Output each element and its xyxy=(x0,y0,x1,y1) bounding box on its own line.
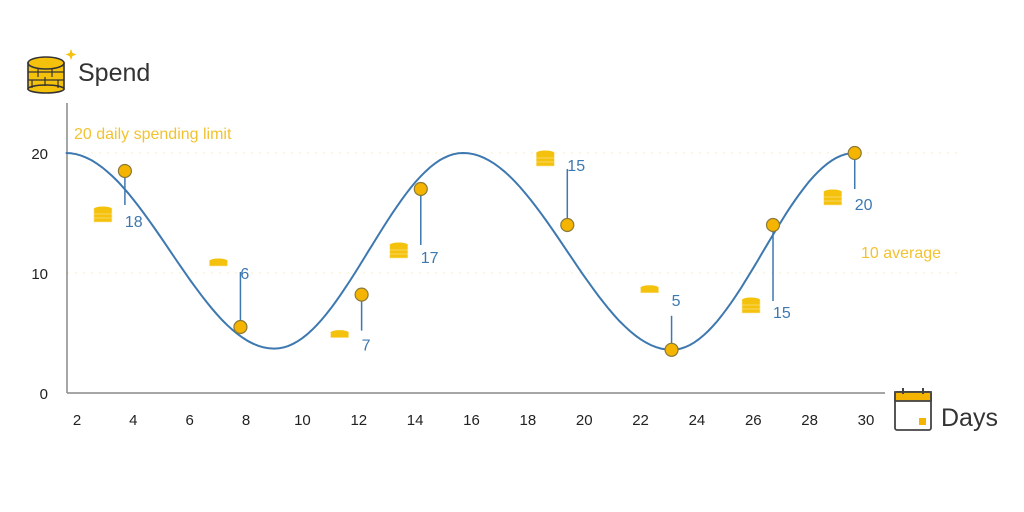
calendar-icon xyxy=(894,388,932,431)
data-label: 7 xyxy=(362,338,371,355)
x-tick-label: 30 xyxy=(858,412,875,429)
coin-icon xyxy=(389,242,409,259)
data-label: 15 xyxy=(773,305,791,322)
data-label: 18 xyxy=(125,214,143,231)
data-label: 17 xyxy=(421,250,439,267)
data-label: 20 xyxy=(855,197,873,214)
coin-icon xyxy=(330,330,349,338)
coin-icon xyxy=(209,258,228,267)
data-label: 15 xyxy=(567,158,585,175)
x-tick-label: 6 xyxy=(186,412,194,429)
coin-icon xyxy=(640,285,659,294)
x-tick-label: 20 xyxy=(576,412,593,429)
data-point[interactable] xyxy=(413,181,428,197)
coin-icon xyxy=(93,206,113,223)
x-tick-label: 26 xyxy=(745,412,762,429)
spend-curve xyxy=(65,151,855,351)
coin-icon xyxy=(741,297,761,314)
y-tick-label: 10 xyxy=(31,266,48,283)
data-point[interactable] xyxy=(117,163,133,179)
x-tick-label: 14 xyxy=(407,412,424,429)
data-point[interactable] xyxy=(560,217,575,233)
data-label: 5 xyxy=(672,293,681,310)
y-tick-label: 20 xyxy=(31,146,48,163)
data-point[interactable] xyxy=(664,342,679,357)
x-tick-label: 12 xyxy=(350,412,367,429)
data-point[interactable] xyxy=(847,145,862,161)
x-tick-label: 8 xyxy=(242,412,250,429)
x-tick-label: 10 xyxy=(294,412,311,429)
data-label: 6 xyxy=(240,266,249,283)
data-point[interactable] xyxy=(233,319,248,335)
x-tick-label: 2 xyxy=(73,412,81,429)
y-axis-label: Spend xyxy=(78,59,150,87)
x-tick-label: 22 xyxy=(632,412,649,429)
y-tick-label: 0 xyxy=(40,386,48,403)
coin-icon xyxy=(823,189,843,206)
data-point[interactable] xyxy=(765,217,781,233)
x-tick-label: 16 xyxy=(463,412,480,429)
coin-icon xyxy=(536,150,555,167)
limit-label: 20 daily spending limit xyxy=(74,126,232,143)
x-tick-label: 18 xyxy=(520,412,537,429)
coin-stack-icon xyxy=(27,49,77,94)
x-axis-label: Days xyxy=(941,404,998,432)
x-tick-label: 28 xyxy=(801,412,818,429)
average-label: 10 average xyxy=(861,245,941,262)
x-tick-label: 4 xyxy=(129,412,137,429)
data-point[interactable] xyxy=(354,287,369,302)
x-tick-label: 24 xyxy=(689,412,706,429)
